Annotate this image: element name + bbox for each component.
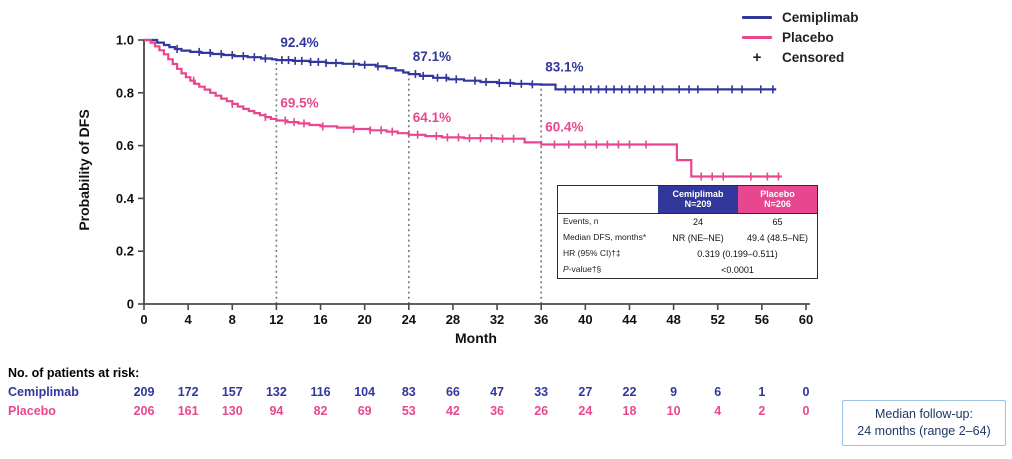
- annotation-64.1%: 64.1%: [413, 110, 451, 125]
- plus-glyph: +: [752, 48, 762, 66]
- median-dfs-label: Median DFS, months*: [563, 231, 647, 242]
- legend-item-cemiplimab: Cemiplimab: [741, 7, 859, 27]
- stats-table: Cemiplimab N=209 Placebo N=206 Events, n…: [557, 185, 818, 279]
- events-row: Events, n 24 65: [558, 213, 818, 230]
- legend-label: Cemiplimab: [782, 9, 859, 25]
- events-placebo-value: 65: [772, 216, 783, 227]
- p-value-label-prefix: P: [563, 263, 569, 274]
- stats-table-cemiplimab-header: Cemiplimab N=209: [658, 185, 738, 214]
- legend-label: Placebo: [782, 29, 834, 45]
- median-followup-line2: 24 months (range 2–64): [857, 424, 991, 438]
- p-value-value: <0.0001: [721, 264, 754, 275]
- x-tick-label: 44: [622, 312, 637, 327]
- stats-table-header-row: Cemiplimab N=209 Placebo N=206: [557, 185, 818, 214]
- median-followup-line1: Median follow-up:: [875, 407, 973, 422]
- x-tick-label: 4: [185, 312, 193, 327]
- annotation-83.1%: 83.1%: [545, 60, 583, 75]
- placebo-line-icon: [741, 35, 773, 39]
- x-tick-label: 20: [357, 312, 371, 327]
- x-tick-label: 28: [446, 312, 460, 327]
- x-tick-label: 0: [140, 312, 147, 327]
- hazard-ratio-row: HR (95% CI)†‡ 0.319 (0.199–0.511): [558, 246, 818, 262]
- censored-plus-icon: +: [741, 50, 773, 65]
- x-axis-label: Month: [455, 330, 497, 346]
- x-tick-label: 40: [578, 312, 592, 327]
- y-tick-label: 0.8: [116, 85, 134, 100]
- legend: Cemiplimab Placebo + Censored: [741, 7, 859, 67]
- x-tick-label: 36: [534, 312, 548, 327]
- y-tick-label: 0.2: [116, 244, 134, 259]
- y-tick-label: 1.0: [116, 33, 134, 48]
- legend-label: Censored: [782, 49, 845, 65]
- median-dfs-row: Median DFS, months* NR (NE–NE) 49.4 (48.…: [558, 230, 818, 246]
- cemiplimab-line-icon: [741, 15, 773, 19]
- annotation-69.5%: 69.5%: [280, 96, 318, 111]
- p-value-label: P-value†§: [558, 262, 659, 279]
- x-tick-label: 24: [402, 312, 417, 327]
- annotation-92.4%: 92.4%: [280, 35, 318, 50]
- y-tick-label: 0: [127, 297, 134, 312]
- x-tick-label: 12: [269, 312, 283, 327]
- hazard-ratio-label: HR (95% CI)†‡: [563, 247, 621, 258]
- x-tick-label: 32: [490, 312, 504, 327]
- x-tick-label: 56: [755, 312, 769, 327]
- at-risk-title: No. of patients at risk:: [8, 366, 140, 380]
- x-tick-label: 16: [313, 312, 327, 327]
- x-tick-label: 60: [799, 312, 813, 327]
- events-cemiplimab-value: 24: [692, 216, 703, 227]
- cemiplimab-header-name: Cemiplimab: [672, 189, 724, 199]
- events-label: Events, n: [563, 215, 599, 226]
- y-axis-label: Probability of DFS: [76, 109, 92, 231]
- placebo-header-n: N=206: [764, 199, 791, 210]
- x-tick-label: 8: [229, 312, 236, 327]
- x-tick-label: 48: [666, 312, 680, 327]
- median-dfs-cemiplimab-value: NR (NE–NE): [672, 232, 724, 243]
- legend-item-placebo: Placebo: [741, 27, 859, 47]
- hazard-ratio-value: 0.319 (0.199–0.511): [697, 248, 778, 259]
- legend-item-censored: + Censored: [741, 47, 859, 67]
- km-curve-cemiplimab: [144, 38, 777, 91]
- stats-table-empty-header: [557, 185, 658, 214]
- km-curve-placebo: [144, 38, 782, 178]
- cemiplimab-header-n: N=209: [684, 199, 712, 210]
- p-value-row: P-value†§ <0.0001: [558, 262, 818, 279]
- median-dfs-placebo-value: 49.4 (48.5–NE): [746, 232, 809, 243]
- line-glyph: [742, 35, 772, 39]
- median-followup-box: Median follow-up: 24 months (range 2–64): [842, 400, 1006, 446]
- y-tick-label: 0.4: [116, 191, 135, 206]
- p-value-label-rest: -value†§: [568, 263, 602, 274]
- stats-table-placebo-header: Placebo N=206: [738, 185, 818, 214]
- annotation-60.4%: 60.4%: [545, 120, 583, 135]
- line-glyph: [742, 15, 772, 19]
- annotation-87.1%: 87.1%: [413, 49, 451, 64]
- placebo-header-name: Placebo: [760, 189, 795, 199]
- y-tick-label: 0.6: [116, 138, 134, 153]
- x-tick-label: 52: [710, 312, 724, 327]
